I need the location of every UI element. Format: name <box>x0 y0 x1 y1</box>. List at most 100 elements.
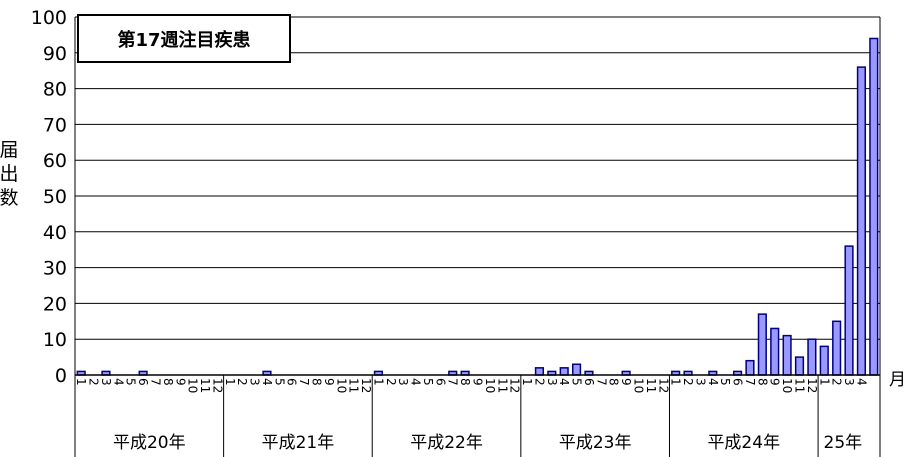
y-axis-label-char: 届 <box>0 139 19 161</box>
x-tick-label: 8 <box>310 378 324 386</box>
year-label: 25年 <box>824 433 863 453</box>
x-tick-label: 8 <box>607 378 621 386</box>
year-label: 平成24年 <box>707 433 780 453</box>
x-tick-label: 12 <box>210 378 224 393</box>
x-tick-label: 4 <box>706 378 720 386</box>
y-axis-label-char: 出 <box>0 163 19 185</box>
x-tick-label: 3 <box>545 378 559 386</box>
annotation-text: 第17週注目疾患 <box>117 29 250 51</box>
x-tick-label: 4 <box>260 378 274 386</box>
x-tick-label: 6 <box>285 378 299 386</box>
x-tick-labels: 1234567891011121234567891011121234567891… <box>74 378 868 393</box>
x-tick-label: 9 <box>619 378 633 386</box>
x-tick-label: 1 <box>371 378 385 386</box>
x-tick-label: 6 <box>433 378 447 386</box>
x-tick-label: 5 <box>570 378 584 386</box>
x-tick-label: 7 <box>594 378 608 386</box>
x-tick-label: 11 <box>644 378 658 393</box>
bar <box>571 363 582 376</box>
x-tick-label: 7 <box>446 378 460 386</box>
x-tick-label: 11 <box>495 378 509 393</box>
y-tick-label: 60 <box>43 150 67 172</box>
axes <box>74 17 881 457</box>
x-tick-label: 11 <box>347 378 361 393</box>
y-tick-label: 70 <box>43 114 67 136</box>
x-tick-label: 1 <box>520 378 534 386</box>
x-tick-label: 4 <box>409 378 423 386</box>
bar <box>534 367 545 376</box>
y-tick-label: 90 <box>43 43 67 65</box>
bar <box>770 327 780 376</box>
x-tick-label: 9 <box>173 378 187 386</box>
x-tick-label: 1 <box>817 378 831 386</box>
bar <box>559 367 569 376</box>
x-tick-label: 2 <box>384 378 398 386</box>
bar <box>757 313 767 376</box>
x-tick-label: 2 <box>532 378 546 386</box>
x-tick-label: 6 <box>582 378 596 386</box>
bar <box>856 66 867 376</box>
x-tick-label: 4 <box>557 378 571 386</box>
y-tick-label: 80 <box>43 79 67 101</box>
bar <box>869 37 879 376</box>
bar <box>819 345 829 376</box>
y-tick-label: 10 <box>43 329 67 351</box>
x-tick-label: 7 <box>743 378 757 386</box>
x-tick-label: 6 <box>731 378 745 386</box>
x-tick-label: 1 <box>74 378 88 386</box>
bar <box>832 320 842 376</box>
x-tick-label: 3 <box>99 378 113 386</box>
year-labels: 平成20年 平成21年 平成22年 平成23年 平成24年 25年 <box>113 375 862 457</box>
x-tick-label: 3 <box>693 378 707 386</box>
x-tick-label: 11 <box>793 378 807 393</box>
bar <box>844 245 854 376</box>
x-tick-label: 2 <box>681 378 695 386</box>
x-tick-label: 5 <box>272 378 286 386</box>
x-tick-label: 10 <box>780 378 794 393</box>
y-tick-label: 30 <box>43 258 67 280</box>
bar <box>807 338 817 376</box>
y-tick-label: 100 <box>31 7 67 29</box>
x-tick-label: 10 <box>632 378 646 393</box>
x-tick-label: 3 <box>842 378 856 386</box>
x-tick-label: 10 <box>483 378 497 393</box>
y-tick-label: 40 <box>43 222 67 244</box>
x-tick-label: 4 <box>854 378 868 386</box>
x-tick-label: 9 <box>471 378 485 386</box>
x-tick-label: 2 <box>87 378 101 386</box>
x-tick-label: 7 <box>297 378 311 386</box>
x-tick-label: 6 <box>136 378 150 386</box>
x-tick-label: 9 <box>322 378 336 386</box>
bar <box>794 356 805 376</box>
grid-lines: 0 10 20 30 40 50 60 70 80 90 100 <box>31 7 880 387</box>
x-tick-label: 2 <box>830 378 844 386</box>
x-tick-label: 8 <box>161 378 175 386</box>
year-label: 平成22年 <box>410 433 483 453</box>
x-tick-label: 5 <box>124 378 138 386</box>
x-tick-label: 5 <box>718 378 732 386</box>
y-tick-label: 0 <box>55 365 67 387</box>
x-tick-label: 4 <box>111 378 125 386</box>
year-label: 平成20年 <box>113 433 186 453</box>
x-tick-label: 8 <box>458 378 472 386</box>
x-tick-label: 1 <box>669 378 683 386</box>
x-tick-label: 3 <box>396 378 410 386</box>
annotation-box: 第17週注目疾患 <box>77 14 291 63</box>
x-tick-label: 10 <box>186 378 200 393</box>
x-tick-label: 3 <box>248 378 262 386</box>
y-axis-label: 届出数 <box>0 139 19 209</box>
x-tick-label: 12 <box>805 378 819 393</box>
x-tick-label: 2 <box>235 378 249 386</box>
x-tick-label: 10 <box>334 378 348 393</box>
x-tick-label: 12 <box>359 378 373 393</box>
x-tick-label: 7 <box>149 378 163 386</box>
y-tick-label: 50 <box>43 186 67 208</box>
x-tick-label: 8 <box>755 378 769 386</box>
x-tick-label: 9 <box>768 378 782 386</box>
x-tick-label: 11 <box>198 378 212 393</box>
x-tick-label: 12 <box>508 378 522 393</box>
year-label: 平成21年 <box>262 433 335 453</box>
bar <box>745 359 755 376</box>
x-tick-label: 12 <box>656 378 670 393</box>
